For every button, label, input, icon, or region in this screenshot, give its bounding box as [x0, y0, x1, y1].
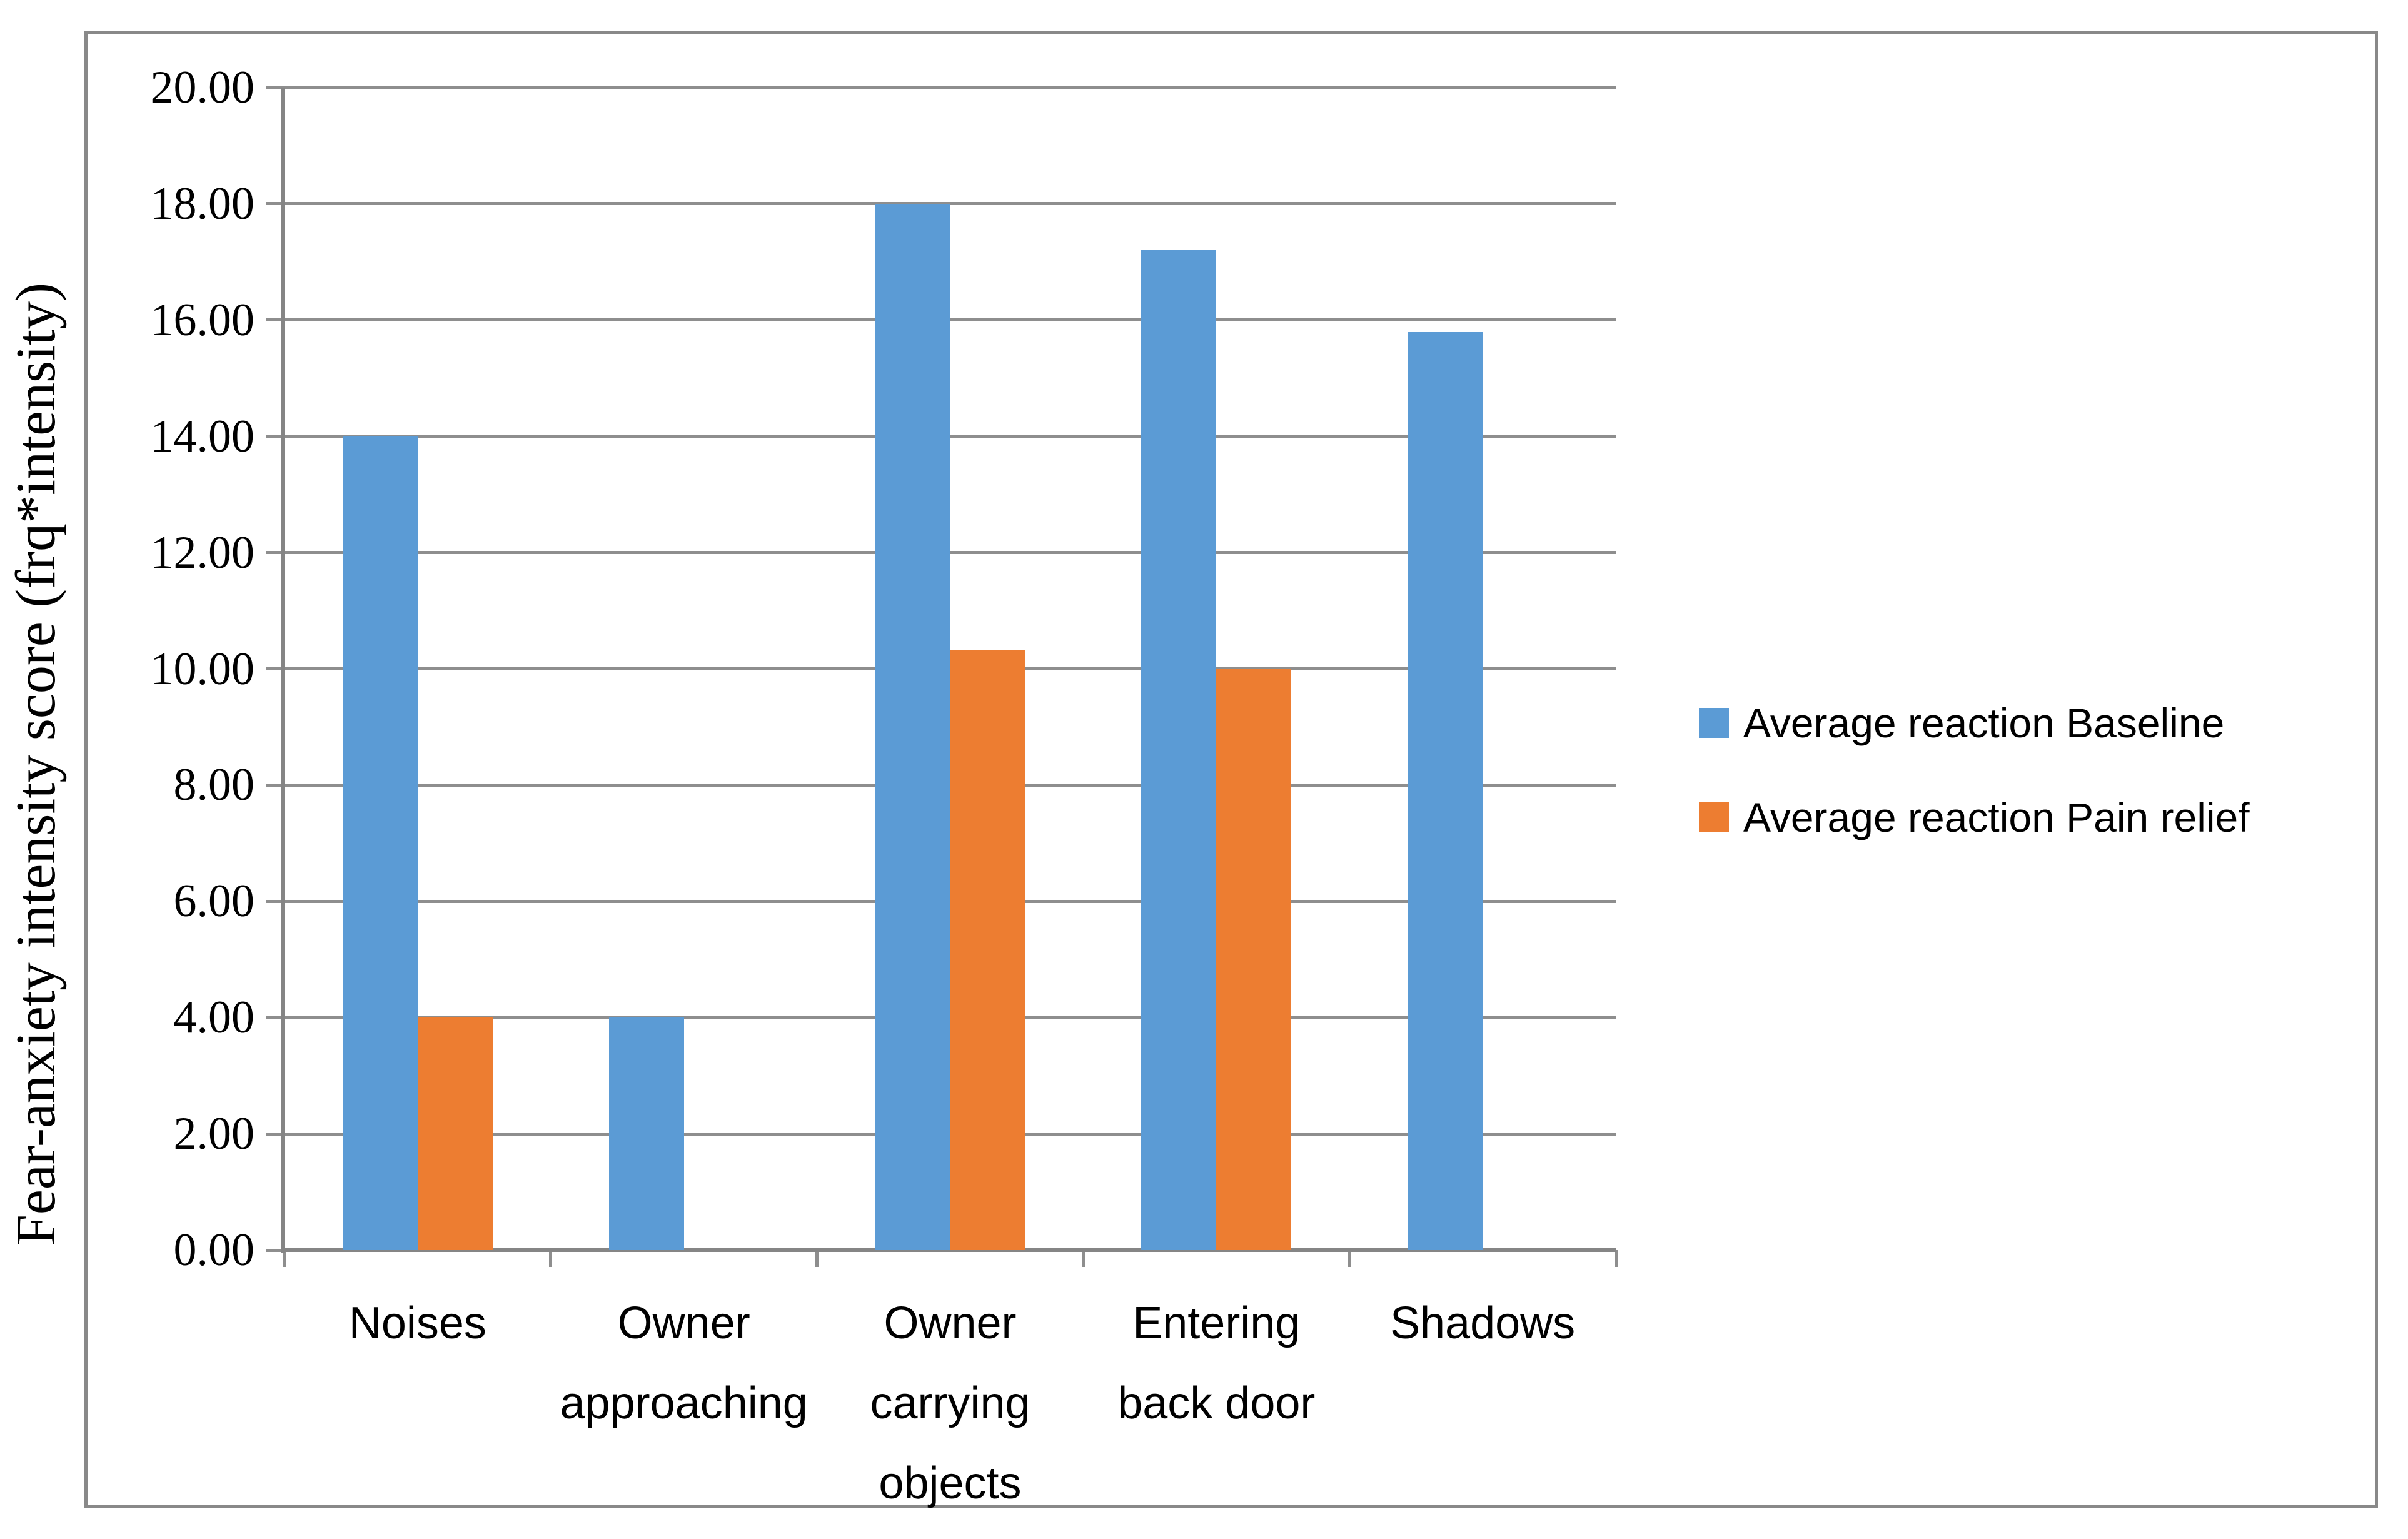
y-axis-tick-label: 2.00 — [173, 1108, 255, 1160]
y-axis-tick-label: 8.00 — [173, 759, 255, 811]
y-axis-title: Fear-anxiety intensity score (frq*intens… — [5, 282, 67, 1246]
y-axis-tick — [266, 86, 285, 89]
bar-0-3 — [1141, 250, 1217, 1250]
gridline — [285, 551, 1616, 555]
y-axis-line — [281, 88, 285, 1253]
bar-0-4 — [1408, 332, 1483, 1250]
legend-swatch-pain-relief-icon — [1699, 802, 1729, 832]
legend-label-pain-relief: Average reaction Pain relief — [1743, 794, 2250, 840]
y-axis-tick — [266, 783, 285, 787]
gridline — [285, 202, 1616, 206]
x-category-label: Entering back door — [1117, 1298, 1316, 1428]
y-axis-tick-label: 20.00 — [150, 62, 255, 113]
bar-0-1 — [608, 1017, 684, 1250]
y-axis-tick — [266, 551, 285, 555]
x-category-label: Owner approaching — [560, 1298, 808, 1428]
x-axis-tick — [549, 1250, 553, 1267]
y-axis-tick-label: 12.00 — [150, 527, 255, 578]
bar-1-2 — [950, 649, 1025, 1250]
legend-entry-pain-relief: Average reaction Pain relief — [1699, 792, 2250, 842]
y-axis-tick — [266, 899, 285, 903]
legend-label-baseline: Average reaction Baseline — [1743, 700, 2225, 746]
y-axis-tick-label: 6.00 — [173, 875, 255, 927]
x-category-label: Owner carrying objects — [870, 1298, 1030, 1508]
y-axis-tick-label: 14.00 — [150, 410, 255, 462]
x-axis-tick — [1348, 1250, 1351, 1267]
y-axis-tick — [266, 435, 285, 438]
x-axis-tick — [1614, 1250, 1618, 1267]
y-axis-tick — [266, 1016, 285, 1019]
x-axis-tick — [815, 1250, 819, 1267]
y-axis-tick — [266, 1132, 285, 1136]
x-axis-tick — [283, 1250, 286, 1267]
y-axis-tick-label: 4.00 — [173, 992, 255, 1044]
x-axis-line — [285, 1248, 1616, 1252]
bar-1-3 — [1216, 669, 1292, 1250]
bar-0-0 — [342, 436, 418, 1250]
y-axis-tick-label: 10.00 — [150, 643, 255, 695]
y-axis-tick-label: 16.00 — [150, 294, 255, 346]
y-axis-tick — [266, 1248, 285, 1252]
x-category-label: Shadows — [1389, 1298, 1576, 1348]
bar-1-0 — [417, 1017, 493, 1250]
gridline — [285, 318, 1616, 322]
x-category-label: Noises — [348, 1298, 486, 1348]
legend-swatch-baseline-icon — [1699, 708, 1729, 738]
y-axis-tick-label: 0.00 — [173, 1224, 255, 1276]
y-axis-tick — [266, 667, 285, 670]
legend-entry-baseline: Average reaction Baseline — [1699, 698, 2224, 748]
y-axis-tick — [266, 318, 285, 322]
bar-0-2 — [875, 203, 950, 1250]
gridline — [285, 86, 1616, 89]
gridline — [285, 435, 1616, 438]
x-axis-tick — [1081, 1250, 1085, 1267]
y-axis-tick-label: 18.00 — [150, 178, 255, 230]
y-axis-tick — [266, 202, 285, 206]
